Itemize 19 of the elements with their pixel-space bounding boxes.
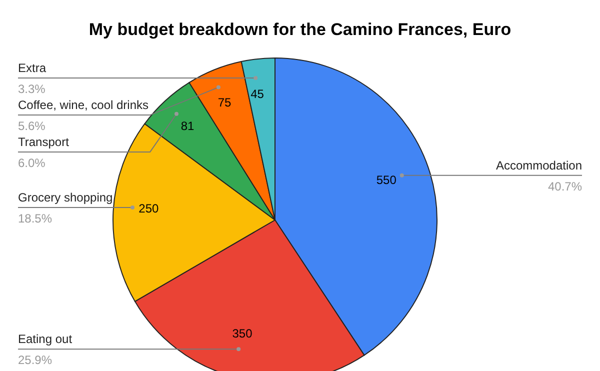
text: 6.0% [18,156,46,170]
chart-title: My budget breakdown for the Camino Frances, Euro [88,20,512,40]
slice-label: Eating out [18,332,73,346]
text: 3.3% [18,82,46,96]
slice-label: Accommodation [496,158,582,172]
slice-label: Extra [18,61,46,76]
slice-label: Grocery shopping [18,190,113,204]
slice-label: Coffee, wine, cool drinks [18,98,149,112]
data-label: 45 [250,87,264,102]
text: 5.6% [18,119,46,134]
slice-label: Transport [18,135,70,150]
text: 18.5% [18,211,52,226]
data-label: 81 [180,118,194,133]
data-label: 350 [232,326,253,340]
data-label: 75 [218,95,232,110]
text: 40.7% [548,179,582,194]
data-label: 250 [138,201,160,216]
data-label: 550 [376,173,397,188]
text: 25.9% [18,353,52,368]
